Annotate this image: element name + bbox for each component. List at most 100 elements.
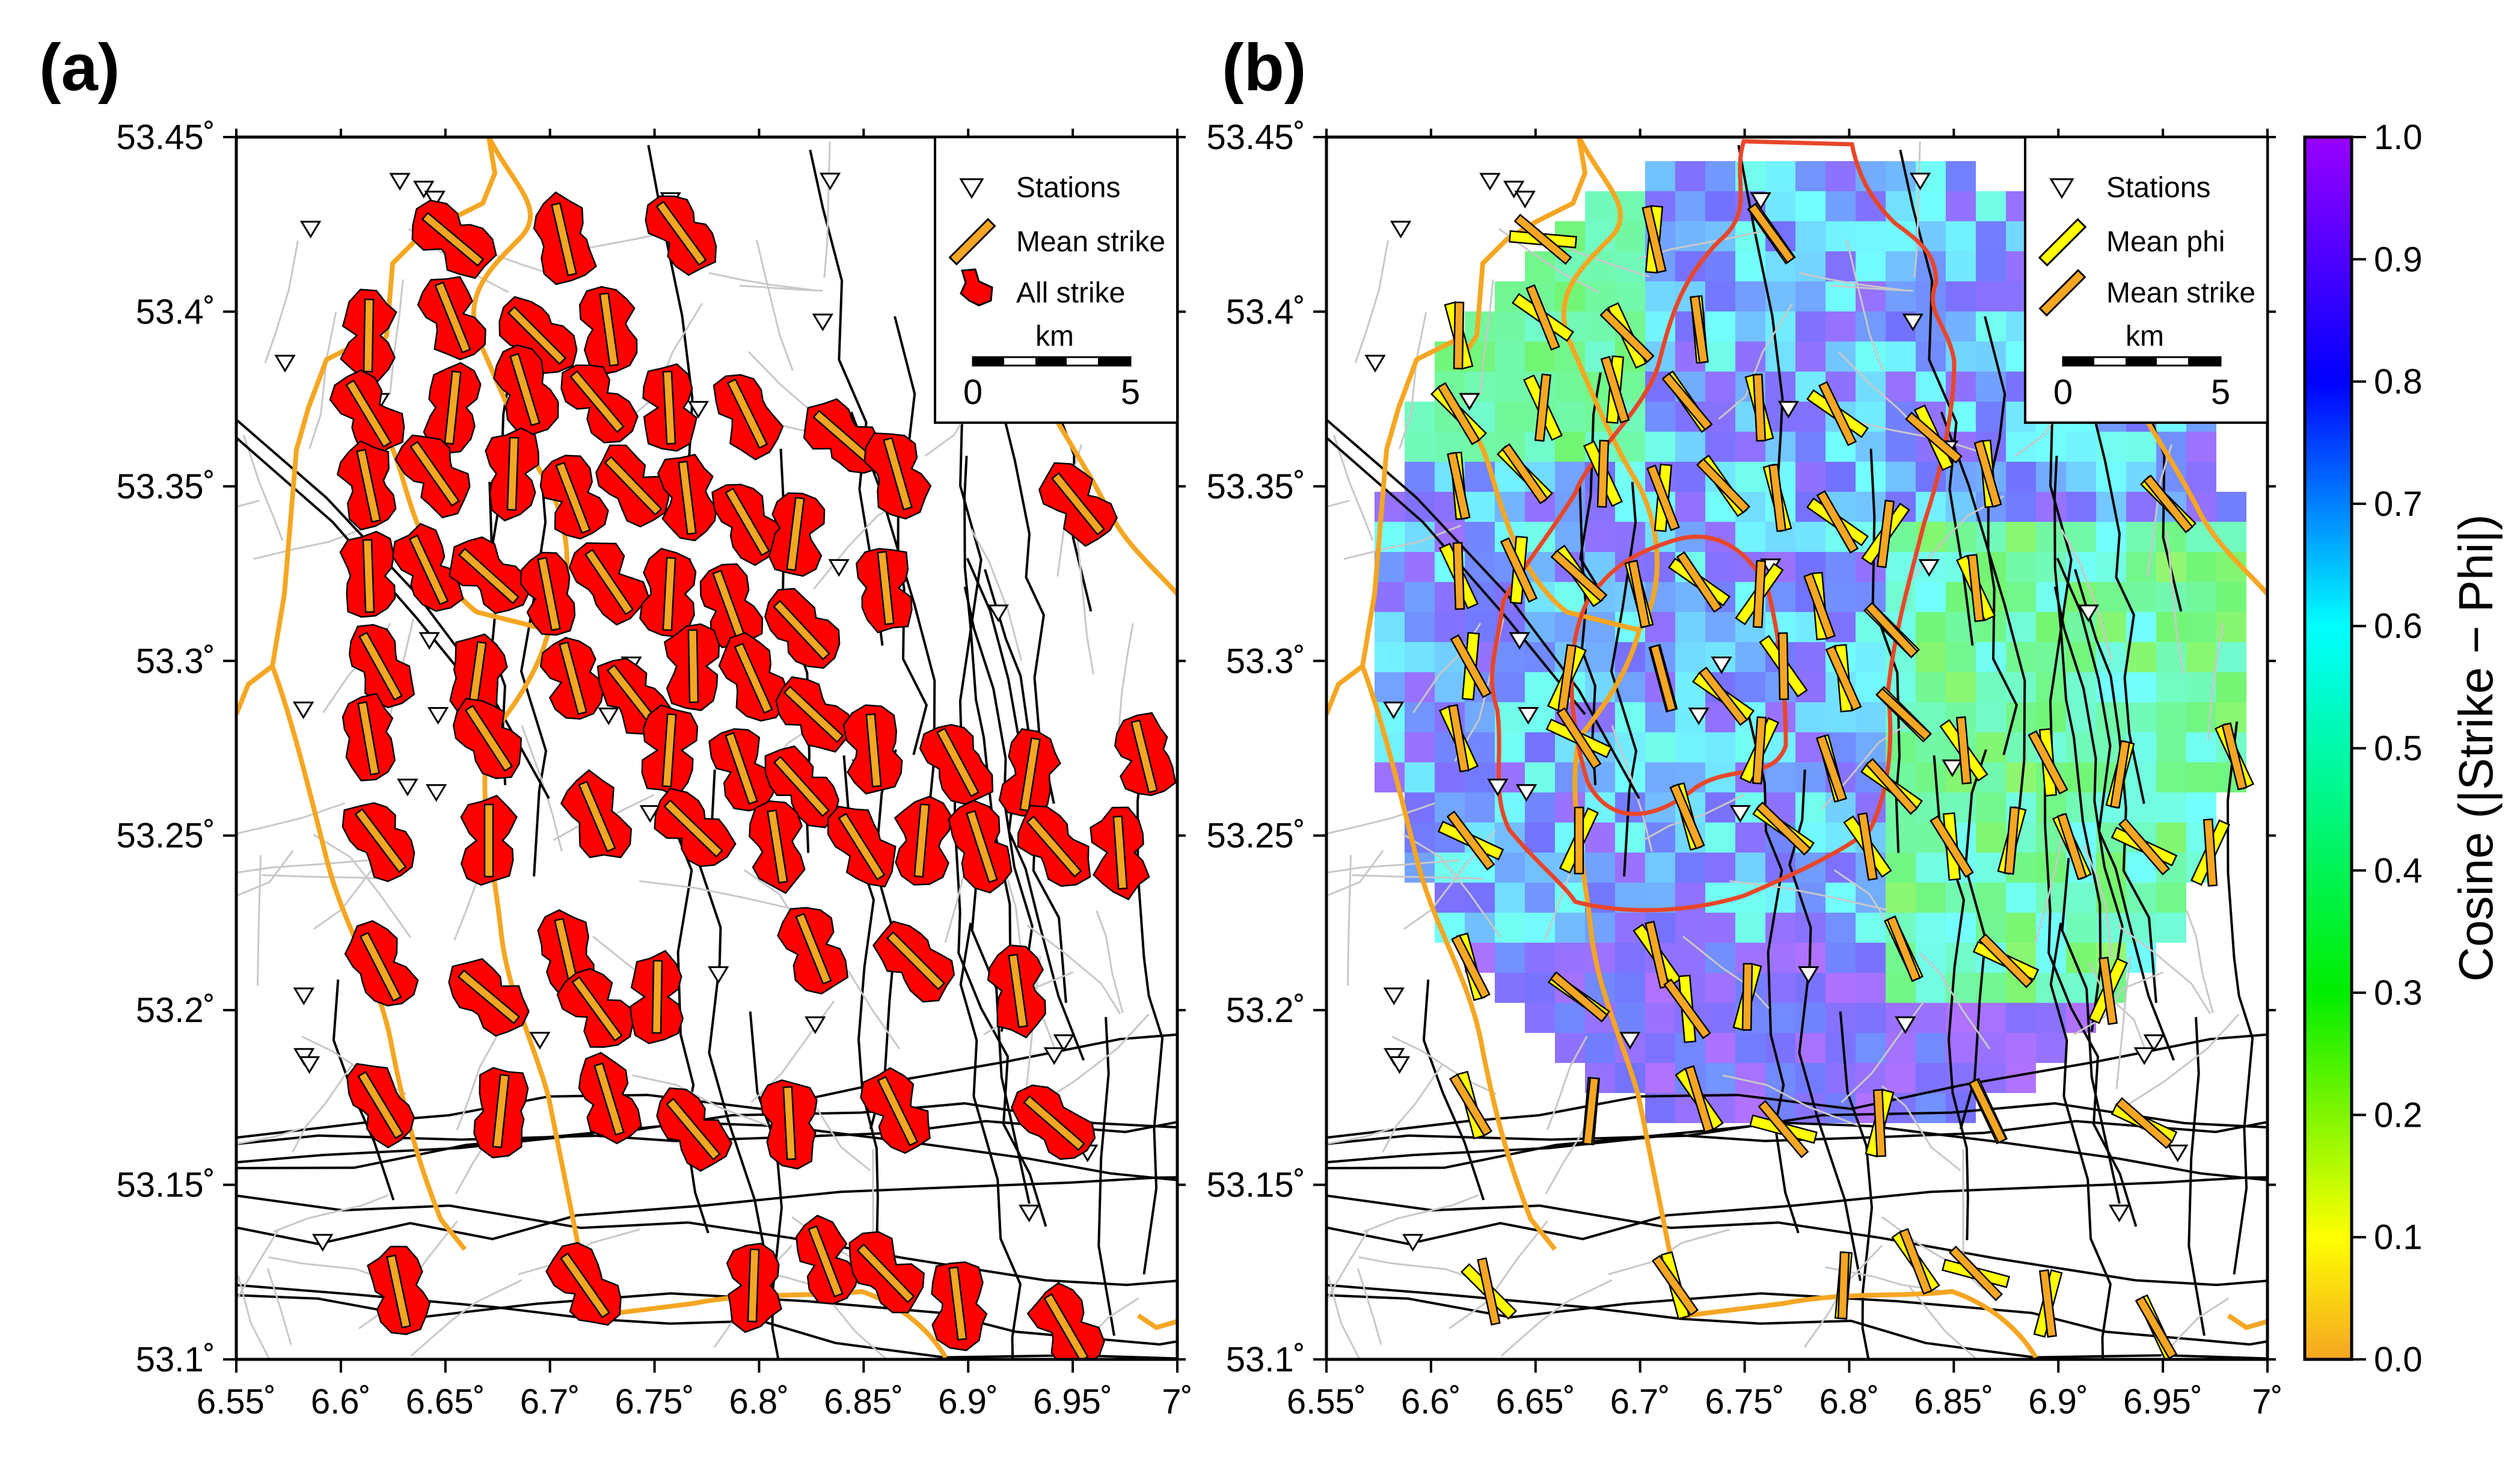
cosine-cell: [2216, 642, 2246, 672]
cosine-cell: [1826, 552, 1856, 582]
cosine-cell: [1405, 702, 1435, 732]
cosine-cell: [1465, 792, 1495, 822]
x-tick-label: 6.95˚: [1033, 1382, 1112, 1421]
cosine-cell: [1675, 432, 1705, 462]
cosine-cell: [1976, 191, 2006, 221]
cosine-cell: [1916, 913, 1946, 943]
mean-strike-bar: [748, 1249, 759, 1322]
cosine-cell: [2006, 522, 2036, 552]
cosine-cell: [1585, 522, 1615, 552]
cosine-cell: [2126, 702, 2156, 732]
cosine-cell: [1675, 642, 1705, 672]
cosine-cell: [2066, 762, 2096, 792]
cosine-cell: [1555, 372, 1585, 402]
mean-strike-bar: [363, 540, 374, 612]
cosine-cell: [1946, 161, 1976, 191]
cosine-cell: [1555, 762, 1585, 792]
cosine-cell: [1735, 1033, 1765, 1063]
colorbar-gradient: [2305, 137, 2352, 1359]
cosine-cell: [1585, 853, 1615, 883]
x-tick-label: 6.65˚: [1496, 1382, 1575, 1421]
cosine-cell: [1645, 1033, 1675, 1063]
cosine-cell: [1735, 311, 1765, 341]
cosine-cell: [1856, 492, 1886, 522]
cosine-cell: [1405, 612, 1435, 642]
cosine-cell: [1916, 1033, 1946, 1063]
cosine-cell: [1705, 732, 1735, 762]
x-tick-label: 6.7˚: [1610, 1382, 1670, 1421]
cosine-cell: [1795, 462, 1826, 492]
cosine-cell: [1525, 732, 1555, 762]
cosine-cell: [1495, 311, 1525, 341]
x-tick-label: 6.55˚: [197, 1382, 276, 1421]
cosine-cell: [2006, 462, 2036, 492]
scale-bar-min: 0: [963, 373, 983, 412]
colorbar-tick-label: 0.7: [2374, 485, 2423, 524]
cosine-cell: [1675, 161, 1705, 191]
cosine-cell: [2186, 432, 2216, 462]
cosine-cell: [1795, 191, 1826, 221]
cosine-cell: [2186, 642, 2216, 672]
cosine-cell: [1826, 161, 1856, 191]
cosine-cell: [1465, 522, 1495, 552]
panel-a-label: (a): [39, 31, 120, 105]
cosine-cell: [1976, 251, 2006, 281]
cosine-cell: [1826, 973, 1856, 1003]
cosine-cell: [1555, 943, 1585, 973]
cosine-cell: [1916, 191, 1946, 221]
mean-strike-bar: [364, 299, 373, 372]
cosine-cell: [2156, 672, 2186, 702]
cosine-cell: [2036, 492, 2066, 522]
cosine-cell: [1405, 732, 1435, 762]
cosine-cell: [2126, 883, 2156, 913]
x-tick-label: 6.7˚: [520, 1382, 580, 1421]
cosine-cell: [1615, 973, 1645, 1003]
cosine-cell: [1795, 311, 1826, 341]
cosine-cell: [2216, 672, 2246, 702]
cosine-cell: [1976, 221, 2006, 251]
cosine-cell: [1886, 853, 1916, 883]
cosine-cell: [1675, 853, 1705, 883]
cosine-cell: [1826, 311, 1856, 341]
cosine-cell: [2126, 792, 2156, 822]
cosine-cell: [2186, 582, 2216, 612]
y-tick-label: 53.2˚: [1226, 991, 1305, 1030]
cosine-cell: [2036, 582, 2066, 612]
cosine-cell: [1525, 251, 1555, 281]
cosine-cell: [1585, 552, 1615, 582]
cosine-cell: [1525, 943, 1555, 973]
cosine-cell: [1435, 672, 1465, 702]
y-tick-label: 53.2˚: [136, 991, 215, 1030]
cosine-cell: [2186, 612, 2216, 642]
cosine-cell: [1525, 672, 1555, 702]
cosine-cell: [1856, 642, 1886, 672]
cosine-cell: [1916, 762, 1946, 792]
cosine-cell: [1405, 402, 1435, 432]
cosine-cell: [1946, 311, 1976, 341]
cosine-cell: [2006, 582, 2036, 612]
colorbar-tick-label: 0.1: [2374, 1218, 2423, 1257]
cosine-cell: [1886, 341, 1916, 372]
scale-bar-max: 5: [1121, 373, 1140, 412]
cosine-cell: [1405, 792, 1435, 822]
cosine-cell: [2126, 642, 2156, 672]
colorbar-tick-label: 0.2: [2374, 1095, 2423, 1135]
cosine-cell: [2006, 432, 2036, 462]
cosine-cell: [1405, 432, 1435, 462]
cosine-cell: [2126, 672, 2156, 702]
y-tick-label: 53.35˚: [1207, 467, 1305, 506]
legend-mean-phi-label: Mean phi: [2106, 226, 2225, 258]
cosine-cell: [2126, 492, 2156, 522]
cosine-cell: [1735, 462, 1765, 492]
scale-bar-title: km: [2126, 320, 2164, 352]
cosine-cell: [1525, 822, 1555, 853]
cosine-cell: [1735, 1063, 1765, 1093]
legend-mean-strike-label: Mean strike: [2106, 277, 2255, 309]
cosine-cell: [1946, 672, 1976, 702]
x-tick-label: 6.6˚: [1401, 1382, 1461, 1421]
cosine-cell: [1645, 161, 1675, 191]
mean-strike-bar: [652, 961, 662, 1033]
y-tick-label: 53.25˚: [1207, 816, 1305, 856]
cosine-cell: [1645, 853, 1675, 883]
cosine-cell: [1856, 251, 1886, 281]
